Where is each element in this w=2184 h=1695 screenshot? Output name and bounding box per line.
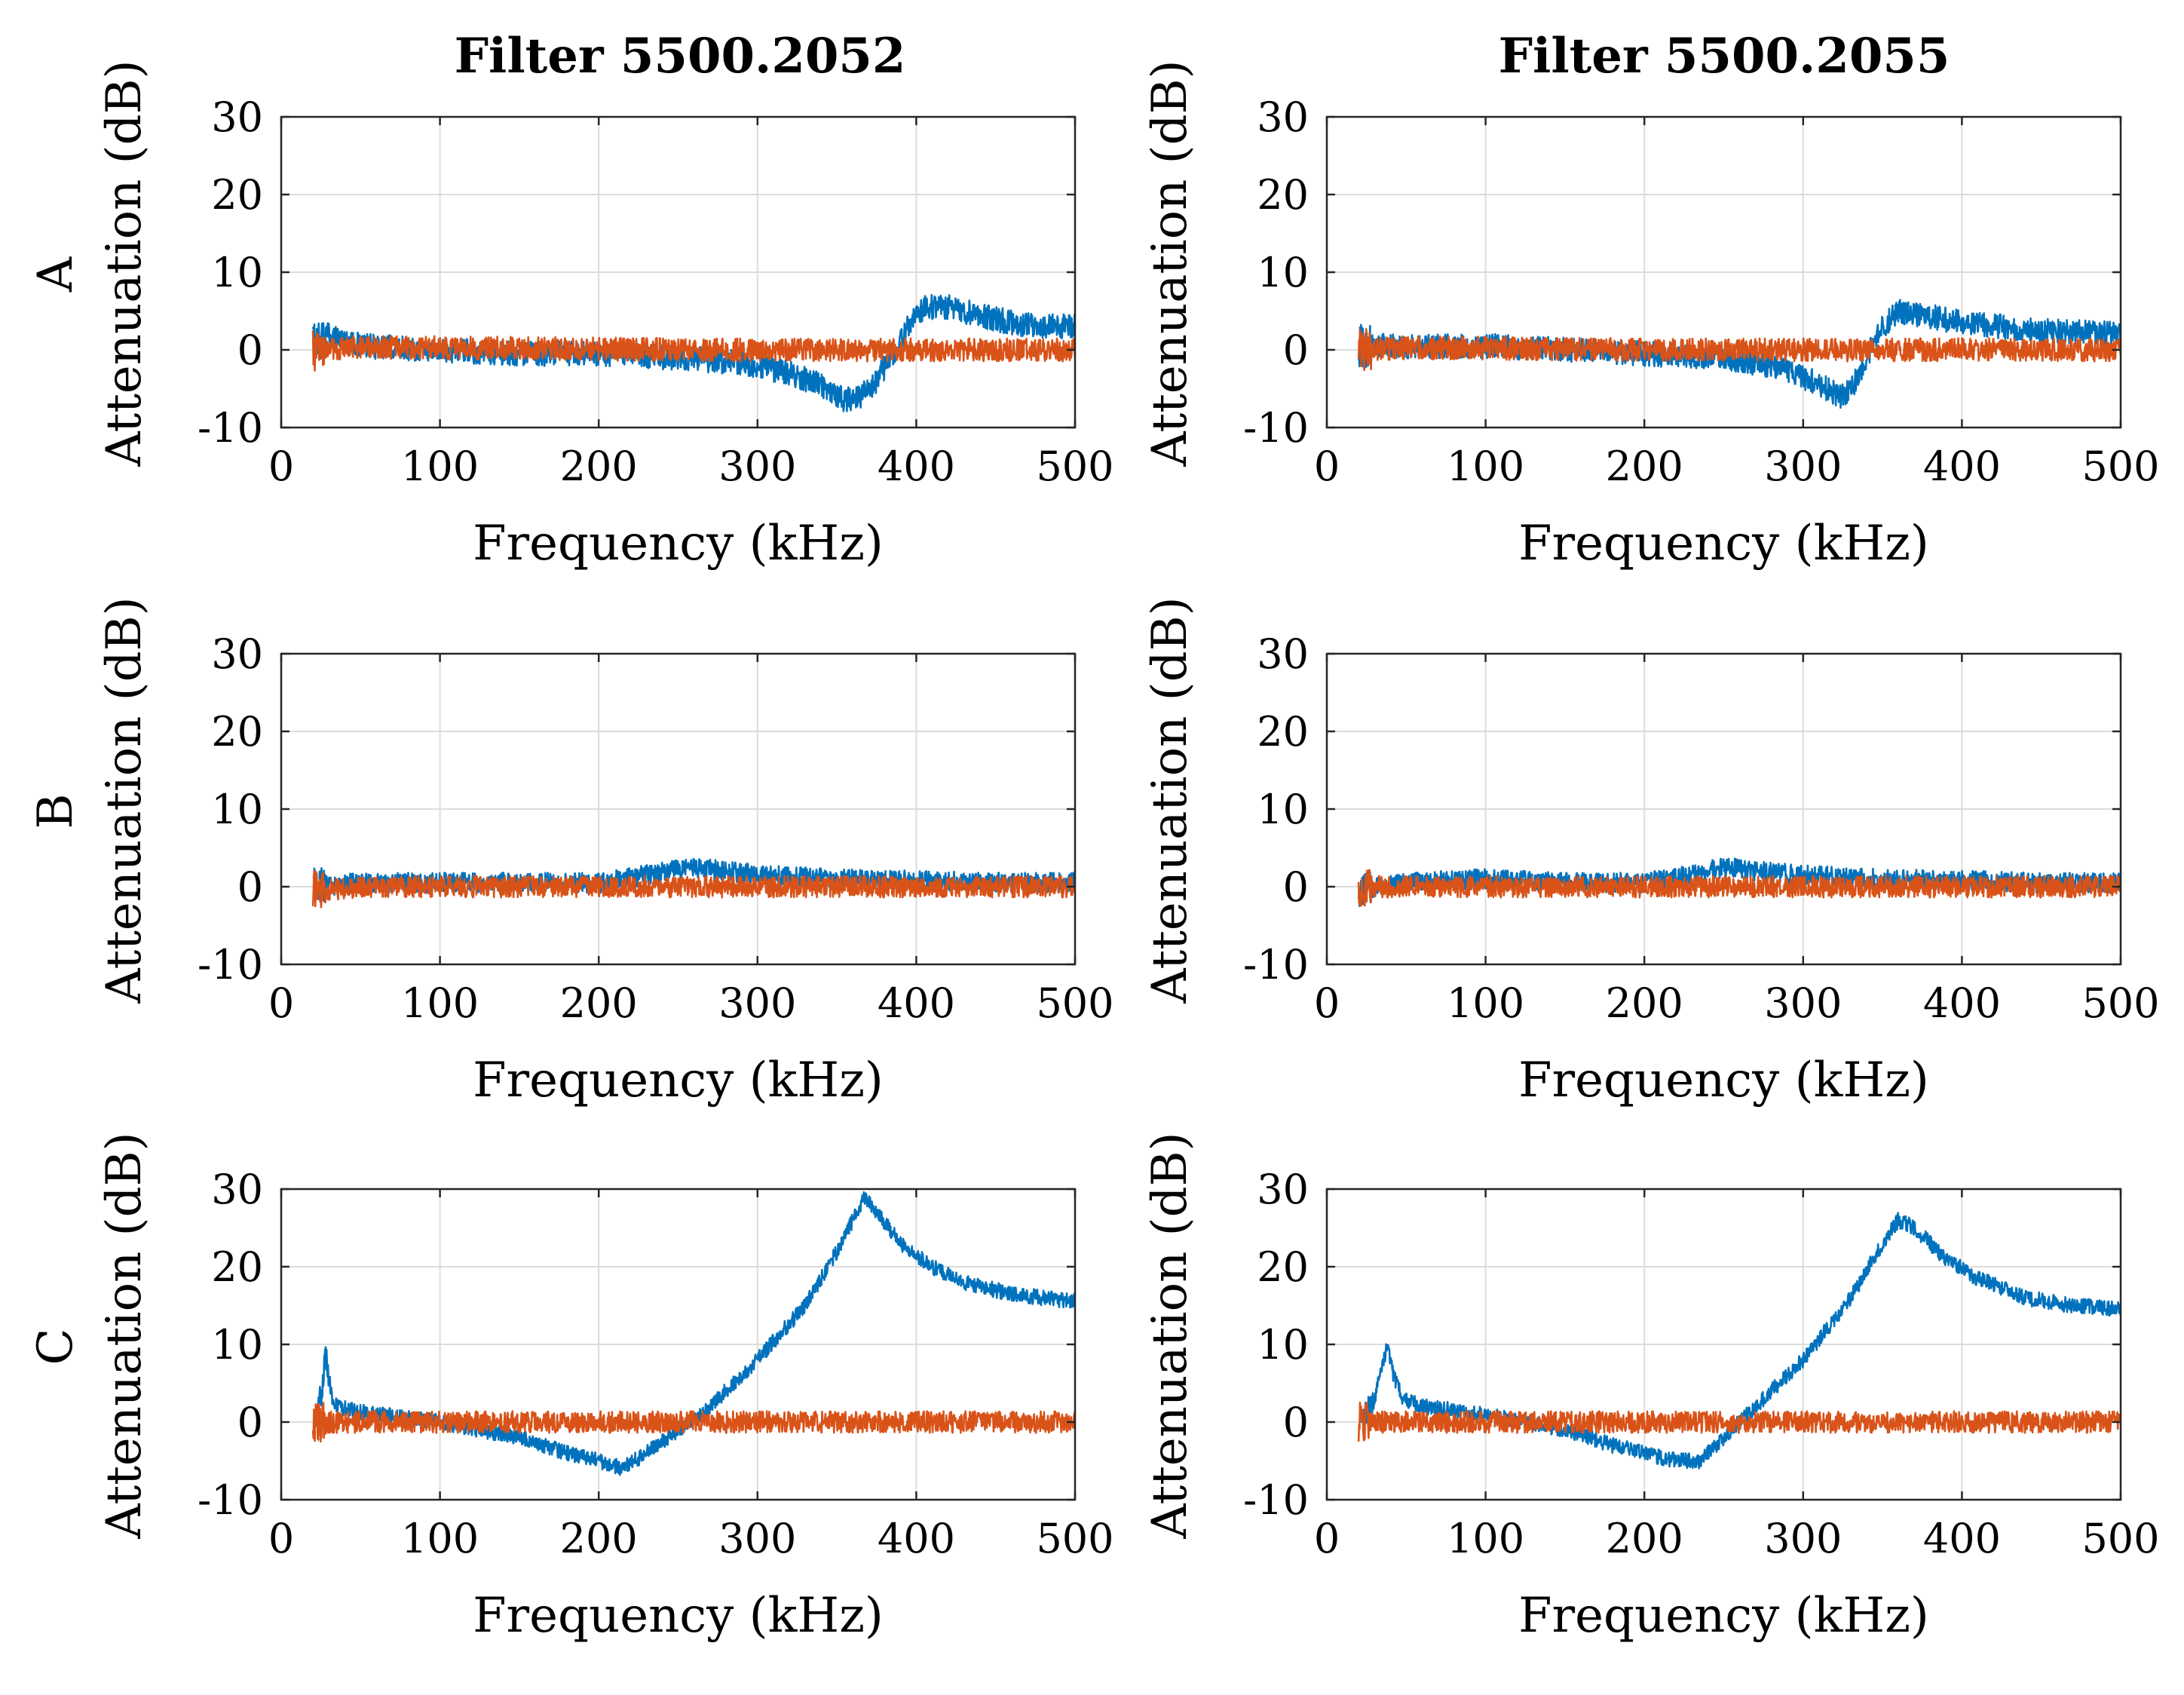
x-tick-label: 100 <box>401 443 479 490</box>
x-axis-label: Frequency (kHz) <box>1518 1053 1929 1108</box>
y-tick-label: 10 <box>211 1321 263 1369</box>
y-tick-label: 0 <box>1283 326 1309 374</box>
y-tick-label: 10 <box>211 786 263 833</box>
y-tick-label: -10 <box>198 941 263 988</box>
series-line-orange <box>1357 1401 2121 1442</box>
x-tick-label: 400 <box>878 1515 955 1562</box>
column-title-right: Filter 5500.2055 <box>1499 28 1950 84</box>
y-tick-label: 30 <box>1257 630 1309 678</box>
x-tick-label: 100 <box>1447 979 1524 1027</box>
y-tick-label: 10 <box>1257 249 1309 296</box>
row-label-a: A <box>28 256 84 293</box>
y-tick-label: 30 <box>1257 1166 1309 1213</box>
x-tick-label: 0 <box>268 1515 294 1562</box>
x-tick-label: 100 <box>401 979 479 1027</box>
row-label-c: C <box>28 1329 84 1366</box>
y-tick-label: 20 <box>1257 1243 1309 1291</box>
series-line-orange <box>311 870 1075 909</box>
y-tick-label: 0 <box>237 863 263 911</box>
x-tick-label: 0 <box>268 443 294 490</box>
y-tick-label: -10 <box>1243 1476 1309 1524</box>
y-tick-label: 0 <box>237 326 263 374</box>
x-tick-label: 200 <box>1606 979 1683 1027</box>
y-axis-label: Attenuation (dB) <box>96 60 152 467</box>
x-axis-label: Frequency (kHz) <box>1518 516 1929 572</box>
column-title-left: Filter 5500.2052 <box>455 28 906 84</box>
y-tick-label: 20 <box>211 1243 263 1291</box>
x-tick-label: 200 <box>560 1515 638 1562</box>
x-tick-label: 400 <box>1923 443 2001 490</box>
y-axis-label: Attenuation (dB) <box>1142 60 1198 467</box>
x-tick-label: 400 <box>878 443 955 490</box>
y-tick-label: 0 <box>237 1399 263 1446</box>
x-axis-label: Frequency (kHz) <box>473 1053 884 1108</box>
x-tick-label: 500 <box>2081 1515 2159 1562</box>
x-tick-label: 500 <box>1036 443 1113 490</box>
x-tick-label: 0 <box>1314 1515 1340 1562</box>
x-tick-label: 500 <box>1036 979 1113 1027</box>
x-tick-label: 200 <box>560 443 638 490</box>
y-tick-label: -10 <box>198 1476 263 1524</box>
x-tick-label: 300 <box>1764 443 1842 490</box>
y-tick-label: 10 <box>1257 1321 1309 1369</box>
y-tick-label: 20 <box>1257 708 1309 756</box>
y-tick-label: -10 <box>198 404 263 452</box>
x-tick-label: 400 <box>878 979 955 1027</box>
y-tick-label: -10 <box>1243 941 1309 988</box>
x-tick-label: 200 <box>1606 1515 1683 1562</box>
x-tick-label: 100 <box>1447 443 1524 490</box>
y-tick-label: 20 <box>1257 171 1309 219</box>
y-tick-label: 10 <box>1257 786 1309 833</box>
x-tick-label: 200 <box>1606 443 1683 490</box>
x-tick-label: 500 <box>2081 979 2159 1027</box>
y-tick-label: 30 <box>211 1166 263 1213</box>
x-tick-label: 300 <box>718 979 796 1027</box>
x-axis-label: Frequency (kHz) <box>473 516 884 572</box>
y-axis-label: Attenuation (dB) <box>1142 596 1198 1004</box>
x-tick-label: 400 <box>1923 979 2001 1027</box>
y-tick-label: 20 <box>211 171 263 219</box>
x-tick-label: 0 <box>1314 979 1340 1027</box>
x-tick-label: 0 <box>268 979 294 1027</box>
y-tick-label: 10 <box>211 249 263 296</box>
series-line-orange <box>1357 869 2121 907</box>
y-tick-label: 0 <box>1283 1399 1309 1446</box>
y-tick-label: 30 <box>211 93 263 141</box>
x-tick-label: 500 <box>1036 1515 1113 1562</box>
x-tick-label: 200 <box>560 979 638 1027</box>
x-tick-label: 300 <box>1764 1515 1842 1562</box>
x-tick-label: 300 <box>718 1515 796 1562</box>
y-tick-label: 0 <box>1283 863 1309 911</box>
y-axis-label: Attenuation (dB) <box>1142 1132 1198 1539</box>
x-tick-label: 100 <box>1447 1515 1524 1562</box>
x-axis-label: Frequency (kHz) <box>473 1588 884 1644</box>
x-tick-label: 500 <box>2081 443 2159 490</box>
x-tick-label: 100 <box>401 1515 479 1562</box>
y-tick-label: 20 <box>211 708 263 756</box>
x-axis-label: Frequency (kHz) <box>1518 1588 1929 1644</box>
series-line-orange <box>311 330 1075 372</box>
series-line-orange <box>1357 328 2121 372</box>
x-tick-label: 300 <box>1764 979 1842 1027</box>
y-axis-label: Attenuation (dB) <box>96 1132 152 1539</box>
y-tick-label: -10 <box>1243 404 1309 452</box>
row-label-b: B <box>28 793 84 829</box>
x-tick-label: 300 <box>718 443 796 490</box>
y-tick-label: 30 <box>1257 93 1309 141</box>
y-axis-label: Attenuation (dB) <box>96 596 152 1004</box>
x-tick-label: 400 <box>1923 1515 2001 1562</box>
x-tick-label: 0 <box>1314 443 1340 490</box>
y-tick-label: 30 <box>211 630 263 678</box>
series-line-orange <box>311 1402 1075 1443</box>
